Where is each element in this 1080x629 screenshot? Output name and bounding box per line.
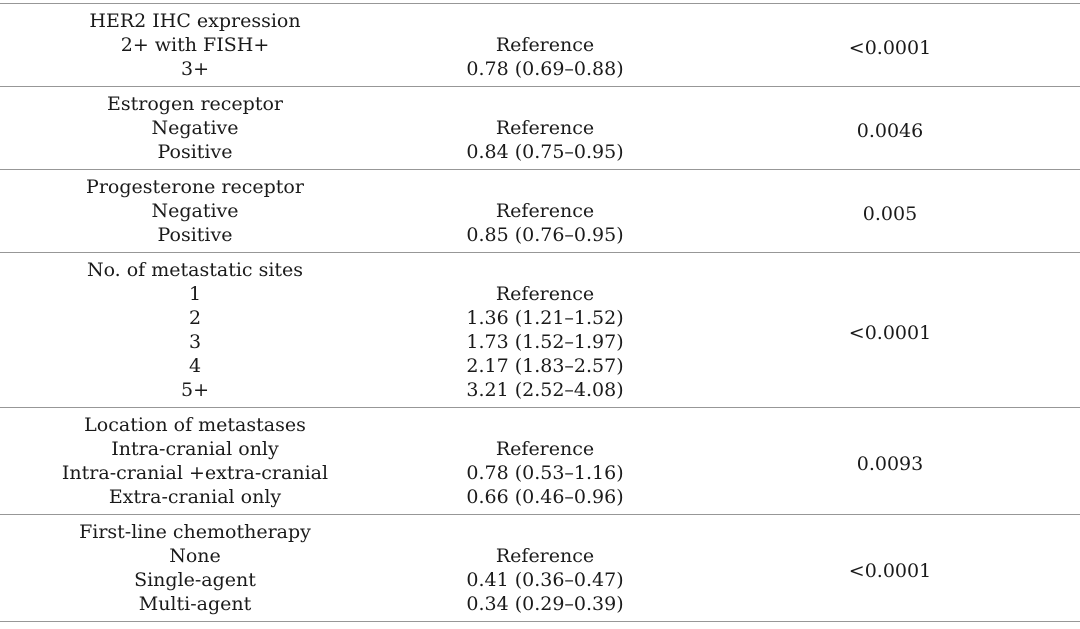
table-row: Extra-cranial only 0.66 (0.46–0.96) (0, 485, 1080, 515)
empty-cell (390, 252, 700, 282)
empty-cell (390, 86, 700, 116)
hazard-ratio-value: Reference (495, 200, 595, 222)
table-row: 2 1.36 (1.21–1.52) (0, 306, 1080, 330)
table-row: Intra-cranial +extra-cranial 0.78 (0.53–1… (0, 461, 1080, 485)
section-header: Progesterone receptor (0, 169, 390, 199)
table-row: 5+ 3.21 (2.52–4.08) (0, 378, 1080, 408)
table-row: Positive 0.85 (0.76–0.95) (0, 223, 1080, 253)
table-row: Negative Reference (0, 116, 1080, 140)
row-label: Positive (157, 141, 233, 163)
section-header-row: First-line chemotherapy <0.0001 (0, 514, 1080, 622)
row-label: Negative (151, 200, 239, 222)
section-header-row: Progesterone receptor 0.005 (0, 169, 1080, 253)
empty-cell (390, 169, 700, 199)
row-label: 3+ (180, 58, 209, 80)
empty-cell (390, 407, 700, 437)
empty-cell (390, 3, 700, 33)
hazard-ratio-value: 0.85 (0.76–0.95) (466, 224, 624, 246)
row-label: Positive (157, 224, 233, 246)
hazard-ratio-value: 1.36 (1.21–1.52) (466, 307, 624, 329)
hazard-ratio-value: Reference (495, 545, 595, 567)
section-header: HER2 IHC expression (0, 3, 390, 33)
p-value: 0.005 (700, 169, 1080, 253)
hazard-ratio-value: 0.41 (0.36–0.47) (466, 569, 624, 591)
table-row: 3 1.73 (1.52–1.97) (0, 330, 1080, 354)
table-row: Positive 0.84 (0.75–0.95) (0, 140, 1080, 170)
row-label: 1 (188, 283, 202, 305)
section-header: No. of metastatic sites (0, 252, 390, 282)
hazard-ratio-value: 2.17 (1.83–2.57) (466, 355, 624, 377)
table-row: Single-agent 0.41 (0.36–0.47) (0, 568, 1080, 592)
section-header: Location of metastases (0, 407, 390, 437)
table-row: Intra-cranial only Reference (0, 437, 1080, 461)
hazard-ratio-value: Reference (495, 438, 595, 460)
table-row: 4 2.17 (1.83–2.57) (0, 354, 1080, 378)
table-row: None Reference (0, 544, 1080, 568)
row-label: 4 (188, 355, 202, 377)
hazard-ratio-value: 0.34 (0.29–0.39) (466, 593, 624, 615)
p-value: <0.0001 (700, 3, 1080, 87)
hazard-ratio-value: 0.66 (0.46–0.96) (466, 486, 624, 508)
section-header: First-line chemotherapy (0, 514, 390, 544)
section-header-row: Estrogen receptor 0.0046 (0, 86, 1080, 170)
row-label: Intra-cranial +extra-cranial (61, 462, 329, 484)
row-label: Multi-agent (138, 593, 252, 615)
p-value: <0.0001 (700, 252, 1080, 408)
row-label: Extra-cranial only (108, 486, 282, 508)
row-label: Intra-cranial only (111, 438, 279, 460)
row-label: Single-agent (134, 569, 256, 591)
section-header-row: Location of metastases 0.0093 (0, 407, 1080, 515)
table-row: Negative Reference (0, 199, 1080, 223)
hazard-ratio-value: 1.73 (1.52–1.97) (466, 331, 624, 353)
empty-cell (390, 514, 700, 544)
section-header: Estrogen receptor (0, 86, 390, 116)
table-row: 3+ 0.78 (0.69–0.88) (0, 57, 1080, 87)
table-row: 2+ with FISH+ Reference (0, 33, 1080, 57)
section-header-row: No. of metastatic sites <0.0001 (0, 252, 1080, 408)
row-label: Negative (151, 117, 239, 139)
row-label: 3 (188, 331, 202, 353)
p-value: 0.0093 (700, 407, 1080, 515)
hazard-ratio-value: 0.78 (0.53–1.16) (466, 462, 624, 484)
section-header-row: HER2 IHC expression <0.0001 (0, 3, 1080, 87)
row-label: 2 (188, 307, 202, 329)
table-row: 1 Reference (0, 282, 1080, 306)
table-row: Multi-agent 0.34 (0.29–0.39) (0, 592, 1080, 622)
hazard-ratio-value: 0.84 (0.75–0.95) (466, 141, 624, 163)
hazard-ratio-value: Reference (495, 117, 595, 139)
hazard-ratio-value: 0.78 (0.69–0.88) (466, 58, 624, 80)
p-value: <0.0001 (700, 514, 1080, 622)
table-body: HER2 IHC expression <0.0001 2+ with FISH+ R… (0, 3, 1080, 622)
row-label: None (169, 545, 221, 567)
cox-multivariable-table: HER2 IHC expression <0.0001 2+ with FISH+ R… (0, 3, 1080, 622)
row-label: 2+ with FISH+ (120, 34, 270, 56)
hazard-ratio-value: Reference (495, 283, 595, 305)
p-value: 0.0046 (700, 86, 1080, 170)
hazard-ratio-value: Reference (495, 34, 595, 56)
hazard-ratio-value: 3.21 (2.52–4.08) (466, 379, 624, 401)
row-label: 5+ (180, 379, 209, 401)
